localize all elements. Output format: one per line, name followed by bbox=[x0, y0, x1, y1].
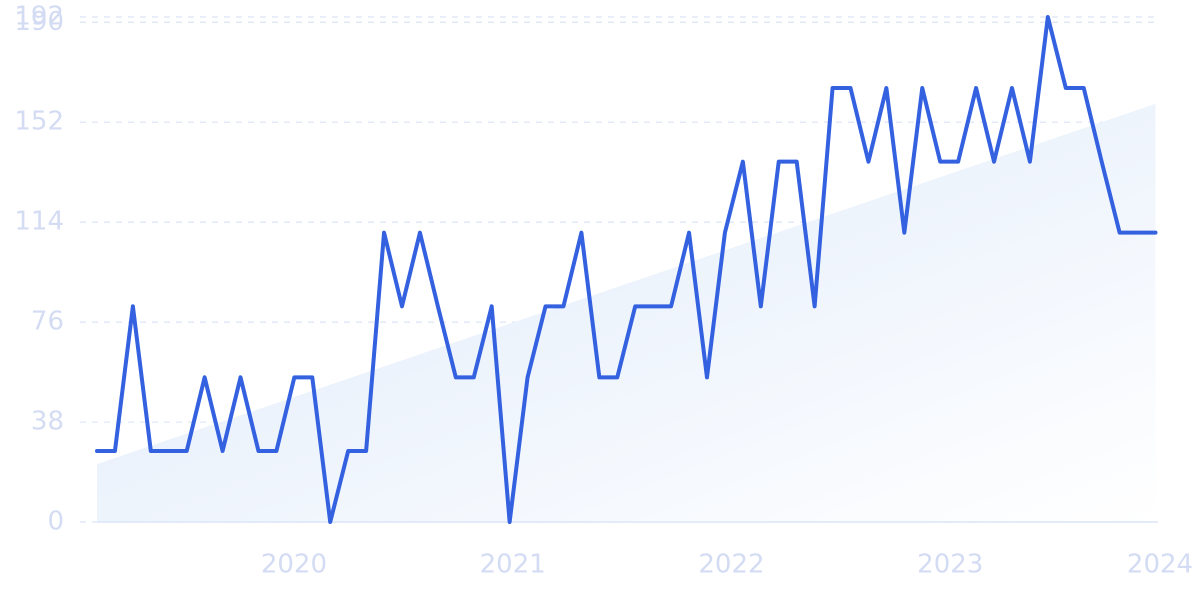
y-tick-label: 152 bbox=[14, 107, 64, 137]
x-tick-label: 2022 bbox=[698, 550, 764, 580]
trend-area bbox=[97, 103, 1156, 522]
x-tick-label: 2020 bbox=[261, 550, 327, 580]
y-tick-label: 0 bbox=[47, 507, 64, 537]
y-tick-label: 76 bbox=[31, 307, 64, 337]
y-tick-label: 38 bbox=[31, 407, 64, 437]
x-tick-label: 2021 bbox=[480, 550, 546, 580]
y-tick-label: 190 bbox=[14, 7, 64, 37]
y-tick-label: 114 bbox=[14, 207, 64, 237]
series-line bbox=[95, 15, 1158, 524]
y-tick-label: 192 bbox=[14, 2, 64, 32]
x-tick-label: 2024 bbox=[1127, 550, 1193, 580]
x-tick-label: 2023 bbox=[917, 550, 983, 580]
